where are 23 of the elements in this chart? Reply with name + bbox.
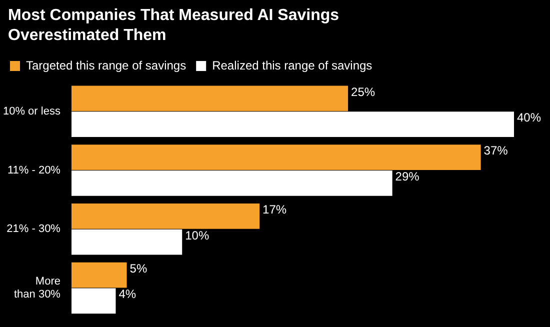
legend-label: Realized this range of savings: [212, 58, 372, 72]
bar: [71, 229, 182, 255]
data-label: 25%: [351, 84, 376, 99]
y-tick-label: 10% or less: [2, 105, 61, 118]
bar: [71, 170, 392, 196]
legend-label: Targeted this range of savings: [26, 58, 186, 72]
bar: [71, 262, 127, 288]
bar: [71, 112, 514, 138]
y-tick-label: 21% - 30%: [6, 223, 61, 236]
chart-title: Most Companies That Measured AI Savings Overestimated Them: [7, 6, 340, 46]
data-label: 5%: [130, 261, 148, 276]
bar: [71, 86, 348, 112]
y-tick-label: More than 30%: [14, 275, 61, 301]
bar: [71, 203, 260, 229]
data-label: 10%: [185, 228, 210, 242]
data-label: 29%: [395, 170, 420, 184]
y-tick-label: 11% - 20%: [7, 164, 61, 176]
data-label: 40%: [517, 110, 542, 125]
data-label: 17%: [262, 202, 287, 216]
data-label: 37%: [484, 144, 508, 158]
data-label: 4%: [118, 287, 136, 302]
bar: [71, 144, 481, 170]
bar: [71, 288, 116, 314]
